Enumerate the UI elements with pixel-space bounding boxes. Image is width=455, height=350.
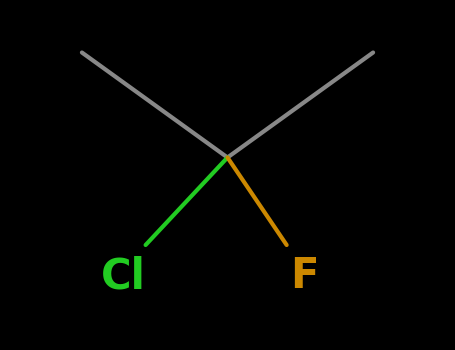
Text: F: F — [291, 256, 319, 298]
Text: Cl: Cl — [101, 256, 145, 298]
